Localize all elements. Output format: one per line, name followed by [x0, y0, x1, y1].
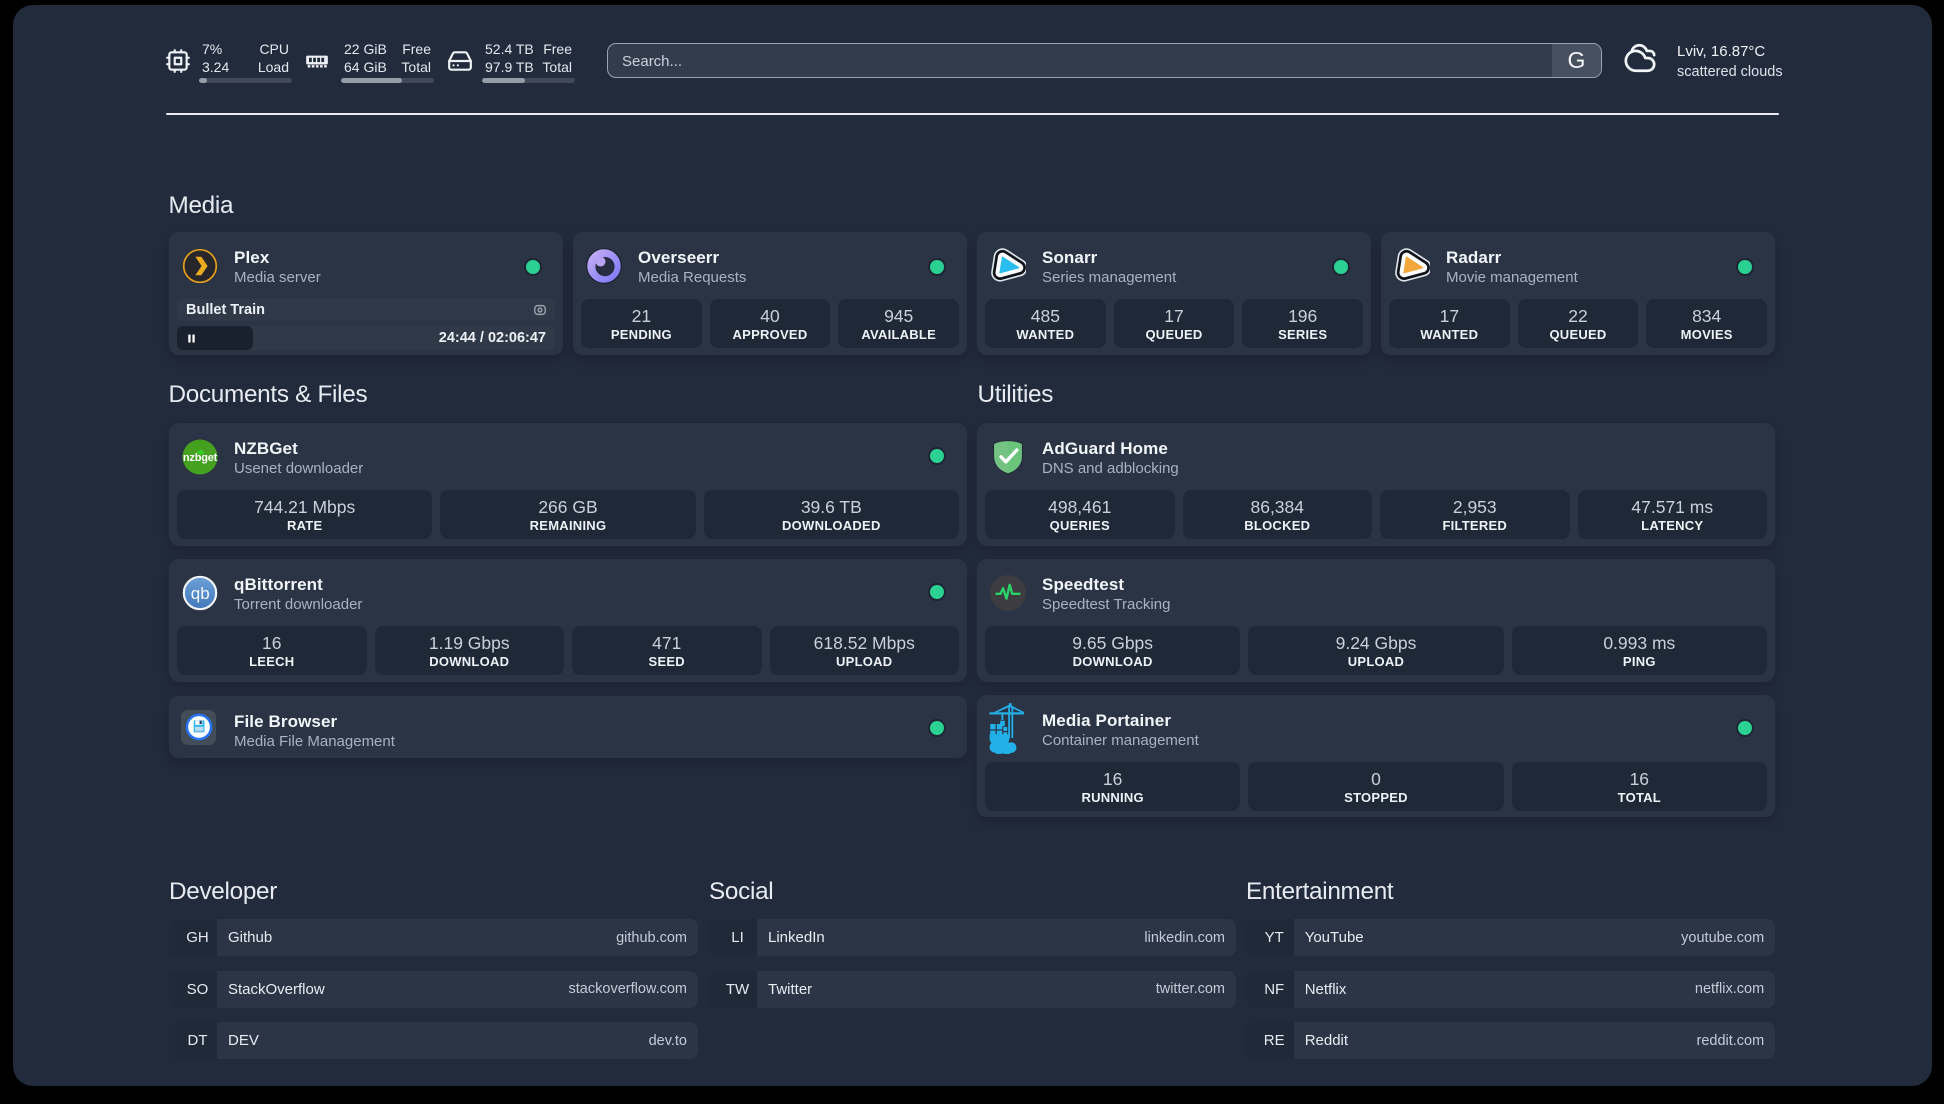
svg-text:qb: qb [191, 584, 210, 603]
svg-text:nzbget: nzbget [183, 452, 218, 464]
